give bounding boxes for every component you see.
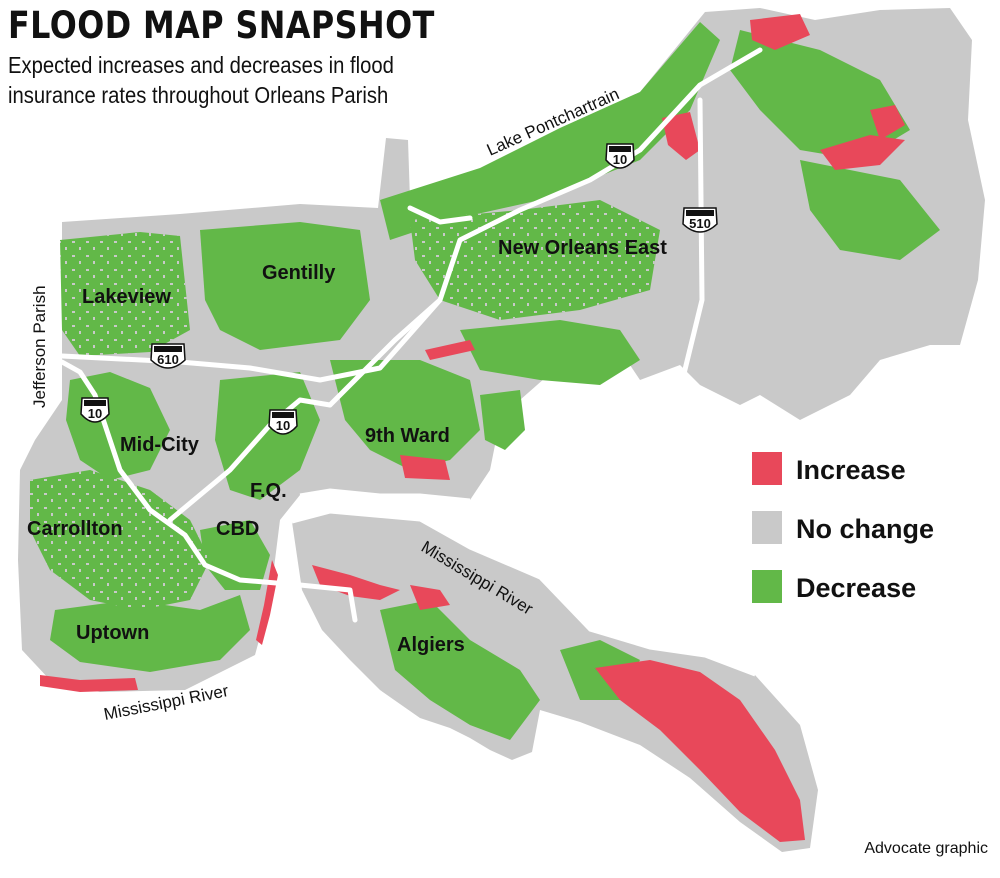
legend-swatch-increase (752, 452, 782, 485)
label-uptown: Uptown (76, 622, 149, 644)
decrease-texture (30, 200, 660, 610)
label-mid-city: Mid-City (120, 434, 200, 456)
legend-label-no-change: No change (796, 514, 935, 544)
page-title: FLOOD MAP SNAPSHOT (8, 4, 435, 47)
shield-i510-label: 510 (689, 216, 711, 231)
label-carrollton: Carrollton (27, 518, 123, 540)
shield-i10-central-label: 10 (276, 418, 290, 433)
shield-i10-east: 10 (605, 143, 635, 169)
label-cbd: CBD (216, 518, 259, 540)
shield-i610-label: 610 (157, 352, 179, 367)
legend-item-no-change: No change (752, 511, 992, 547)
label-ninth-ward: 9th Ward (365, 425, 450, 447)
label-new-orleans-east: New Orleans East (498, 237, 667, 259)
label-algiers: Algiers (397, 634, 465, 656)
shield-i10-east-label: 10 (613, 152, 627, 167)
shield-i10-central: 10 (268, 409, 298, 435)
increase-zones (40, 14, 905, 842)
legend-item-increase: Increase (752, 452, 992, 488)
legend-label-increase: Increase (796, 455, 906, 485)
page-subtitle: Expected increases and decreases in floo… (8, 52, 394, 108)
label-gentilly: Gentilly (262, 262, 336, 284)
shield-i610: 610 (150, 343, 186, 369)
label-jefferson-parish: Jefferson Parish (30, 285, 49, 408)
legend-swatch-decrease (752, 570, 782, 603)
legend-swatch-no-change (752, 511, 782, 544)
legend-item-decrease: Decrease (752, 570, 992, 606)
river-edge (291, 488, 756, 677)
label-fq: F.Q. (250, 480, 287, 502)
shield-i510: 510 (682, 207, 718, 233)
label-lakeview: Lakeview (82, 286, 171, 308)
legend-label-decrease: Decrease (796, 573, 917, 603)
shield-i10-west: 10 (80, 397, 110, 423)
credit-line: Advocate graphic (864, 840, 988, 857)
shield-i10-west-label: 10 (88, 406, 102, 421)
